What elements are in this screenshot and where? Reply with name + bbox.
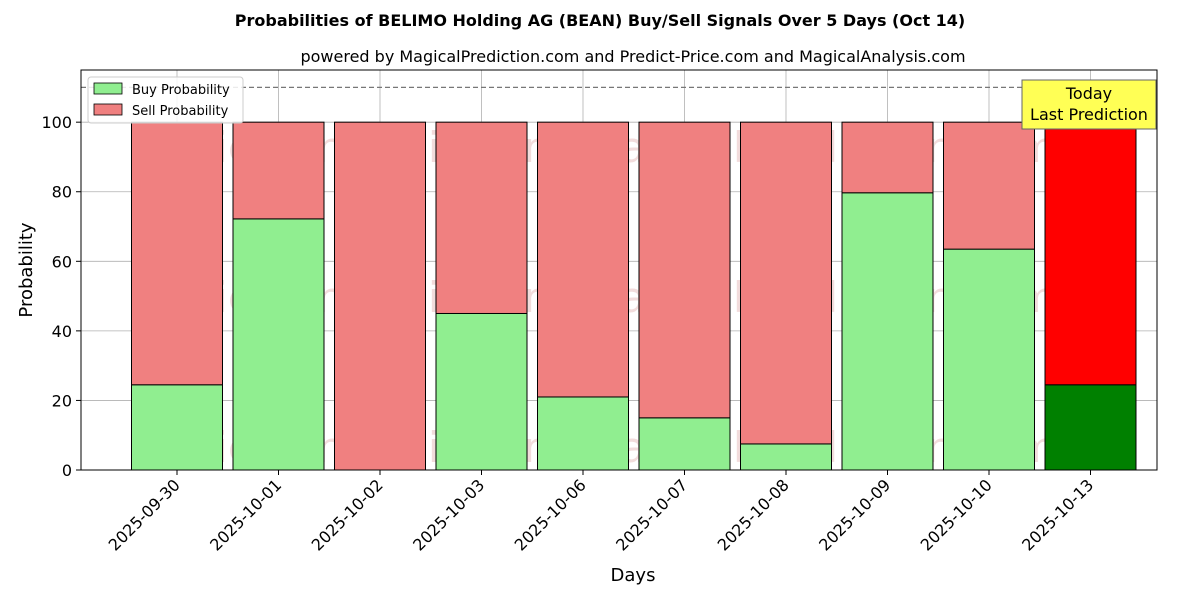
legend-label-buy: Buy Probability [132, 83, 230, 98]
bar-buy [1044, 384, 1137, 471]
y-tick-label: 100 [41, 113, 72, 132]
bar-buy [435, 312, 528, 471]
bar-sell [638, 121, 731, 419]
x-tick-label: 2025-10-10 [917, 475, 996, 554]
bar-sell [740, 121, 832, 445]
bars [131, 121, 1137, 471]
x-tick-label: 2025-10-07 [612, 475, 691, 554]
bar-sell [537, 121, 629, 398]
legend-swatch-buy [93, 82, 123, 95]
bar-buy [537, 396, 629, 471]
legend-swatch-sell [93, 103, 123, 116]
legend-label-sell: Sell Probability [132, 104, 229, 119]
bar-buy [131, 384, 223, 471]
legend-box [87, 76, 244, 124]
annotation-box [1021, 79, 1157, 130]
x-tick-label: 2025-10-09 [815, 475, 894, 554]
x-tick-label: 2025-09-30 [105, 475, 184, 554]
bar-buy [841, 192, 934, 471]
x-tick-label: 2025-10-08 [714, 475, 793, 554]
legend: Buy Probability Sell Probability [87, 76, 244, 124]
bar-sell [435, 121, 528, 314]
bar-sell [131, 121, 223, 386]
y-tick-label: 80 [52, 183, 72, 202]
y-axis-ticks: 0 20 40 60 80 100 [41, 113, 81, 480]
x-tick-label: 2025-10-03 [409, 475, 488, 554]
bar-sell [232, 121, 325, 220]
plot-frame [80, 69, 1158, 471]
bar-buy [638, 417, 731, 471]
bar-sell [841, 121, 934, 194]
y-axis-label: Probability [16, 222, 37, 317]
bar-buy [740, 443, 832, 471]
chart-title: Probabilities of BELIMO Holding AG (BEAN… [235, 11, 965, 30]
x-tick-label: 2025-10-01 [206, 475, 285, 554]
today-annotation: Today Last Prediction [1021, 79, 1157, 130]
y-tick-label: 60 [52, 252, 72, 271]
x-tick-label: 2025-10-13 [1018, 475, 1097, 554]
y-tick-label: 40 [52, 322, 72, 341]
bar-sell [943, 121, 1035, 250]
bar-buy [943, 248, 1035, 471]
y-tick-label: 20 [52, 391, 72, 410]
x-axis-label: Days [611, 565, 656, 586]
x-tick-label: 2025-10-06 [511, 475, 590, 554]
annotation-line-2: Last Prediction [1030, 105, 1148, 124]
y-tick-label: 0 [62, 461, 72, 480]
chart-subtitle: powered by MagicalPrediction.com and Pre… [300, 47, 965, 66]
bar-sell [1044, 121, 1137, 386]
x-tick-label: 2025-10-02 [308, 475, 387, 554]
bar-sell [334, 121, 426, 471]
annotation-line-1: Today [1065, 84, 1112, 103]
x-axis-ticks: 2025-09-30 2025-10-01 2025-10-02 2025-10-03… [105, 470, 1097, 555]
bar-buy [232, 218, 325, 471]
